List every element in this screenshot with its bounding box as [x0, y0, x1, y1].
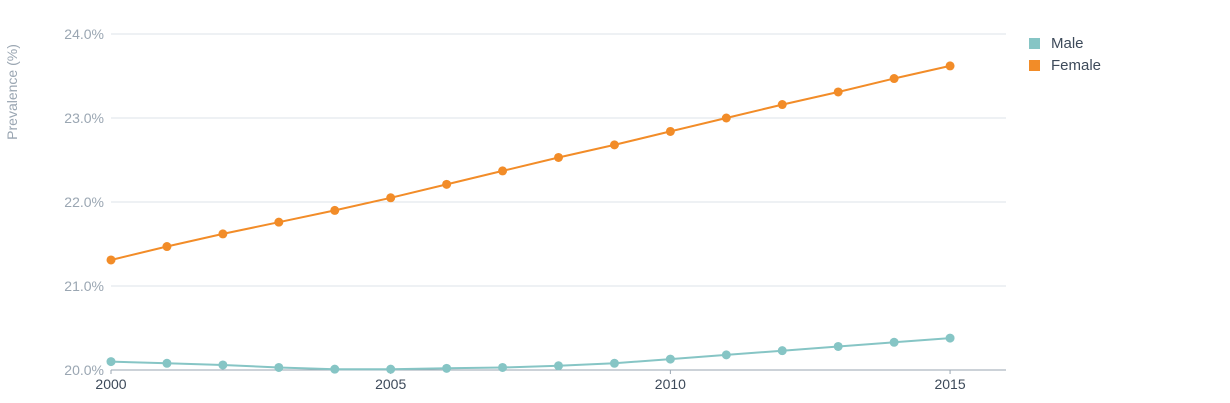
female-point: [609, 140, 619, 150]
y-tick-label: 20.0%: [64, 362, 104, 378]
female-point: [218, 229, 228, 239]
y-axis-ticks: 20.0% 21.0% 22.0% 23.0% 24.0%: [64, 26, 104, 378]
x-tick-label: 2000: [95, 376, 126, 392]
series-lines: [106, 61, 955, 374]
female-point: [274, 217, 284, 227]
y-tick-label: 22.0%: [64, 194, 104, 210]
legend-label-female: Female: [1051, 57, 1101, 74]
y-tick-label: 21.0%: [64, 278, 104, 294]
gridlines: [111, 33, 1006, 371]
series-male: [106, 333, 955, 374]
y-tick-label: 23.0%: [64, 110, 104, 126]
male-line: [110, 337, 951, 371]
female-line: [110, 64, 951, 261]
legend-item-male: Male: [1029, 35, 1084, 52]
series-female: [106, 61, 955, 265]
female-point: [889, 74, 899, 84]
female-point: [162, 242, 172, 252]
male-point: [498, 362, 508, 372]
legend: Male Female: [1029, 35, 1101, 74]
x-axis-ticks: 2000 2005 2010 2015: [95, 370, 966, 392]
y-tick-label: 24.0%: [64, 26, 104, 42]
legend-label-male: Male: [1051, 35, 1084, 52]
female-point: [554, 152, 563, 162]
male-point: [218, 360, 228, 370]
x-tick-label: 2005: [375, 376, 406, 392]
legend-swatch-male: [1029, 38, 1040, 49]
female-point: [442, 179, 452, 189]
male-point: [386, 364, 396, 374]
x-tick-label: 2010: [655, 376, 686, 392]
female-point: [945, 61, 955, 71]
female-point: [386, 193, 396, 203]
male-point: [554, 361, 563, 371]
legend-swatch-female: [1029, 60, 1040, 71]
male-point: [162, 358, 172, 368]
male-point: [833, 341, 843, 351]
y-axis-label: Prevalence (%): [4, 44, 20, 140]
male-point: [777, 346, 787, 356]
female-point: [330, 205, 340, 215]
male-point: [665, 354, 675, 364]
male-point: [106, 357, 116, 367]
male-point: [945, 333, 955, 343]
male-point: [609, 358, 619, 368]
female-point: [777, 100, 787, 110]
male-point: [330, 364, 340, 374]
male-point: [889, 337, 899, 347]
female-point: [106, 255, 116, 265]
female-point: [498, 166, 508, 176]
x-tick-label: 2015: [934, 376, 965, 392]
male-point: [721, 350, 731, 360]
female-point: [665, 126, 675, 136]
legend-item-female: Female: [1029, 57, 1101, 74]
female-point: [833, 87, 843, 97]
male-point: [442, 363, 452, 373]
male-point: [274, 362, 284, 372]
female-point: [721, 113, 731, 123]
